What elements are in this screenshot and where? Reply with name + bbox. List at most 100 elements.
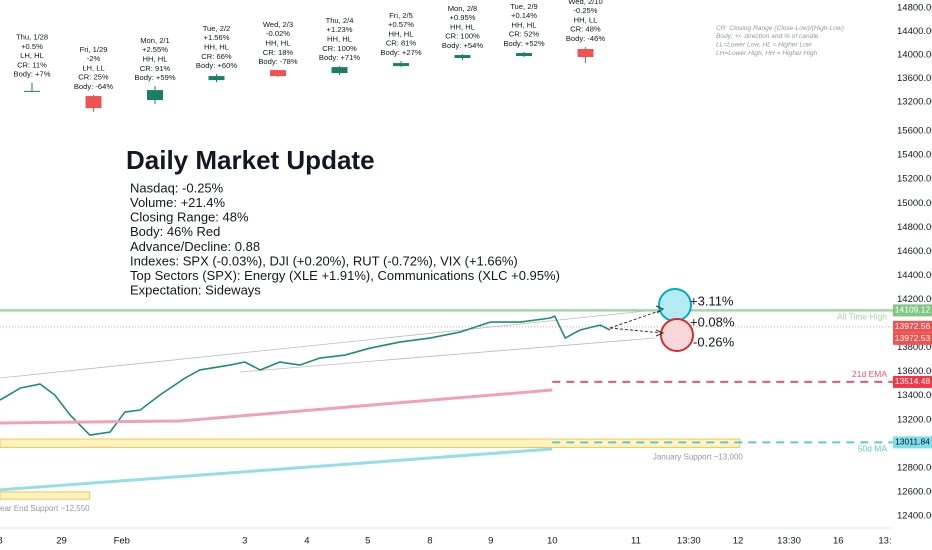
annotation-line: Closing Range: 48% xyxy=(130,210,249,225)
average-line xyxy=(0,388,553,425)
axes: 12400.00 12600.00 12800.00 13200.00 13400.00… xyxy=(0,3,932,547)
candle-info: CR: 25% xyxy=(78,73,109,82)
candle-info: Thu, 1/28 xyxy=(16,32,48,41)
candle-info: CR: 100% xyxy=(322,44,357,53)
zone-label: ear End Support ~12,550 xyxy=(0,504,90,513)
candle-info: +0.57% xyxy=(388,20,414,29)
x-tick-label: 13:30 xyxy=(777,536,801,547)
price-label-box xyxy=(893,304,932,317)
price-label: 13514.48 xyxy=(895,376,931,386)
candle-info: +2.55% xyxy=(142,45,168,54)
level-label: 21d EMA xyxy=(852,369,887,379)
candle-info: +0.14% xyxy=(511,11,537,20)
price-label: 13972.56 xyxy=(895,321,931,331)
price-label-box xyxy=(893,320,932,333)
projection-label: -0.26% xyxy=(693,334,735,349)
candle-info: HH, HL xyxy=(143,54,168,63)
y-tick-label: 13600.00 xyxy=(897,366,932,377)
level-label: All Time High xyxy=(837,312,887,322)
candle-info: Wed, 2/3 xyxy=(263,20,293,29)
x-tick-label: 12 xyxy=(733,536,744,547)
chart-title: Daily Market Update xyxy=(126,145,375,175)
candle-info: -0.25% xyxy=(573,6,597,15)
x-tick-label: Feb xyxy=(114,536,130,547)
candle-info: CR: 48% xyxy=(570,25,601,34)
note: LL=Lower Low, HL = Higher Low xyxy=(716,42,813,49)
candle-info: HH, HL xyxy=(327,34,352,43)
projection-label: +0.08% xyxy=(690,314,735,329)
candle-body xyxy=(208,76,225,81)
candle-body xyxy=(85,96,102,109)
y-tick-label: 15200.00 xyxy=(897,174,932,185)
y-tick-label: 13200.00 xyxy=(897,414,932,425)
x-tick-label: 16 xyxy=(833,536,844,547)
candle-info: CR: 11% xyxy=(17,60,47,69)
x-tick-label: 13:30 xyxy=(677,536,701,547)
notes: CR: Closing Range (Close-Low)/(High-Low)… xyxy=(716,25,844,57)
price-label: 14109.12 xyxy=(895,305,931,315)
arrow-head xyxy=(655,329,665,337)
y-tick-label: 13800.00 xyxy=(897,342,932,353)
candle-body xyxy=(454,55,471,59)
x-tick-label: 9 xyxy=(488,536,493,547)
candle-info: Body: +71% xyxy=(319,53,360,62)
annotation-line: Body: 46% Red xyxy=(130,224,220,239)
inset-y-tick-label: 14800.00 xyxy=(897,3,932,14)
candle-info: +1.23% xyxy=(327,25,353,34)
annotation-line: Volume: +21.4% xyxy=(130,195,225,210)
candle-info: +0.95% xyxy=(450,13,476,22)
price-label-box xyxy=(893,436,932,449)
arrow-head xyxy=(655,305,665,314)
y-tick-label: 15000.00 xyxy=(897,198,932,209)
price-label-box xyxy=(893,375,932,388)
candle-info: Fri, 2/5 xyxy=(389,11,413,20)
zone-label: January Support ~13,000 xyxy=(653,453,744,462)
candle-body xyxy=(331,67,348,74)
x-tick-label: 29 xyxy=(56,536,67,547)
x-tick-label: 11 xyxy=(631,536,641,547)
annotations: Nasdaq: -0.25%Volume: +21.4%Closing Rang… xyxy=(130,180,560,297)
price-label-box xyxy=(893,332,932,345)
candle-body xyxy=(24,90,40,92)
annotation-line: Top Sectors (SPX): Energy (XLE +1.91%), … xyxy=(130,268,560,283)
x-tick-label: 8 xyxy=(427,536,432,547)
candle-info: Thu, 2/4 xyxy=(326,16,354,25)
candle-info: HH, HL xyxy=(512,20,537,29)
price-label: 13972.53 xyxy=(895,333,931,343)
candle-info: Body: -46% xyxy=(566,34,606,43)
trend-line-upper xyxy=(0,309,656,379)
annotation-line: Expectation: Sideways xyxy=(130,283,261,298)
candle-info: CR: 91% xyxy=(140,64,171,73)
candle-info: LH, LL xyxy=(82,63,104,72)
note: CR: Closing Range (Close-Low)/(High-Low) xyxy=(716,25,844,32)
inset-y-tick-label: 14400.00 xyxy=(897,26,932,37)
levels: All Time High 21d EMA 50d MA xyxy=(0,309,893,454)
x-tick-label: 4 xyxy=(304,536,309,547)
candle-info: -2% xyxy=(87,54,101,63)
candle-body xyxy=(577,49,594,58)
candle-info: Mon, 2/1 xyxy=(140,36,170,45)
level-label: 50d MA xyxy=(858,444,888,454)
x-tick-label: 3 xyxy=(242,536,247,547)
series xyxy=(0,315,611,492)
candle-info: Body: -64% xyxy=(74,82,114,91)
x-tick-label: 8 xyxy=(0,536,3,547)
average-line xyxy=(0,447,553,492)
projection-arrow xyxy=(609,327,663,334)
x-tick-label: 10 xyxy=(547,536,558,547)
candle-info: Fri, 1/29 xyxy=(80,45,108,54)
candle-info: CR: 52% xyxy=(509,30,540,39)
inset-y-tick-label: 13600.00 xyxy=(897,73,932,84)
y-tick-label: 12800.00 xyxy=(897,462,932,473)
candle-info: HH, HL xyxy=(450,22,475,31)
price-line xyxy=(0,315,611,436)
candle-body xyxy=(393,63,409,67)
candle-info: Tue, 2/9 xyxy=(510,2,538,11)
y-tick-label: 14400.00 xyxy=(897,270,932,281)
y-tick-label: 12600.00 xyxy=(897,486,932,497)
candle-info: CR: 18% xyxy=(263,48,294,57)
note: Body: +/- direction and % of candle xyxy=(716,33,819,40)
y-tick-label: 13400.00 xyxy=(897,390,932,401)
candle-info: Body: -78% xyxy=(258,57,298,66)
